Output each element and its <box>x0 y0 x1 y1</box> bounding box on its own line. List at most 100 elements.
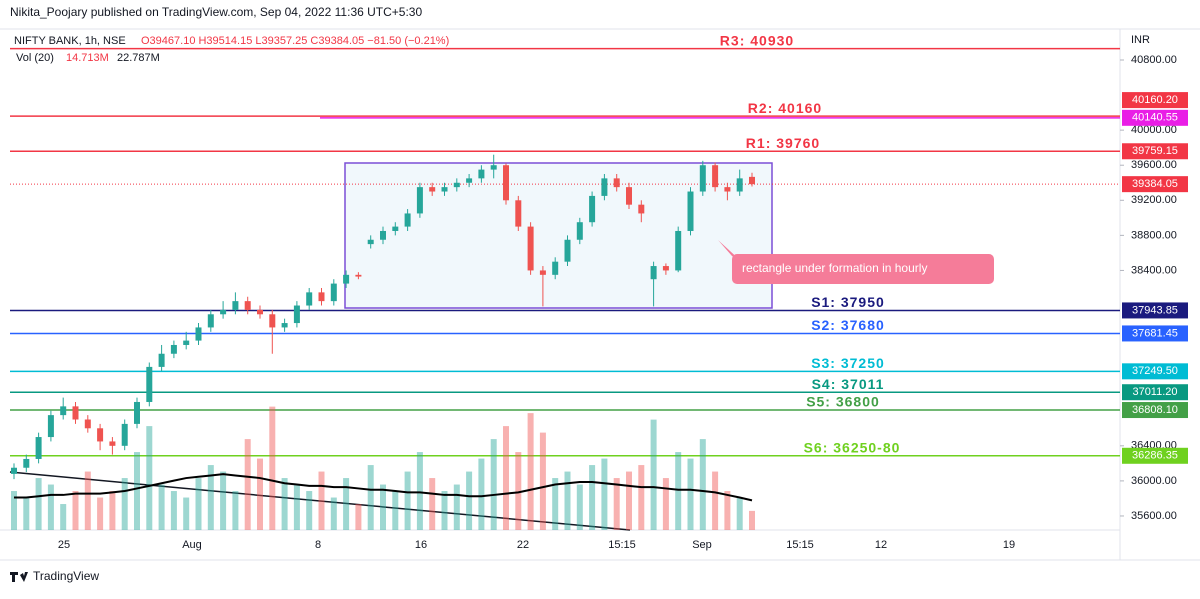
volume-bar <box>367 465 374 530</box>
level-label: S2: 37680 <box>811 317 885 333</box>
volume-bar <box>72 491 79 530</box>
volume-bar <box>638 465 645 530</box>
candle-body <box>503 165 509 201</box>
level-label: S3: 37250 <box>811 355 885 371</box>
price-tag: 40160.20 <box>1122 92 1188 109</box>
candle-body <box>638 204 645 214</box>
volume-bar <box>429 478 436 530</box>
candle-body <box>23 458 30 468</box>
price-tag-bg <box>1122 143 1188 160</box>
callout-text: rectangle under formation in hourly <box>742 261 927 275</box>
symbol: NIFTY BANK, 1h, NSE <box>14 35 126 47</box>
y-tick-label: 40000.00 <box>1131 124 1177 136</box>
level-label: S4: 37011 <box>812 376 885 392</box>
candle-body <box>564 239 571 262</box>
x-tick-label: Sep <box>692 539 712 551</box>
price-tag: 36286.35 <box>1122 447 1188 464</box>
volume-bar <box>84 471 91 530</box>
volume-bar <box>576 484 583 530</box>
level-label: S6: 36250-80 <box>804 439 901 455</box>
x-tick-label: 8 <box>315 539 321 551</box>
volume-bar <box>244 439 251 530</box>
volume-bar <box>601 458 608 530</box>
price-tag: 39759.15 <box>1122 143 1188 160</box>
candle-body <box>306 292 313 306</box>
price-tag-bg <box>1122 302 1188 319</box>
volume-bar <box>589 465 596 530</box>
candle-body <box>257 309 263 315</box>
candle-body <box>367 239 374 245</box>
candle-body <box>183 340 190 345</box>
price-tag-bg <box>1122 447 1188 464</box>
price-tag-bg <box>1122 92 1188 109</box>
price-tag-bg <box>1122 109 1188 126</box>
price-tag-label: 37943.85 <box>1132 304 1178 316</box>
candle-body <box>11 467 17 474</box>
price-tag-label: 40160.20 <box>1132 94 1178 106</box>
candle-body <box>318 292 325 302</box>
candle-body <box>35 437 42 459</box>
volume-bar <box>749 510 755 530</box>
candle-body <box>293 305 300 324</box>
level-label: R3: 40930 <box>720 32 794 48</box>
volume-bar <box>736 497 743 530</box>
candle-body <box>724 187 731 192</box>
ohlc: O39467.10 H39514.15 L39357.25 C39384.05 … <box>141 35 449 47</box>
y-tick-label: 39200.00 <box>1131 194 1177 206</box>
price-tag-label: 39759.15 <box>1132 145 1178 157</box>
price-tag-label: 36286.35 <box>1132 450 1178 462</box>
volume-bar <box>613 478 620 530</box>
candle-body <box>650 266 657 280</box>
vol-name: Vol (20) <box>16 52 54 64</box>
candle-body <box>478 169 485 179</box>
candle-body <box>97 428 104 442</box>
volume-bar <box>232 491 239 530</box>
candle-body <box>355 274 362 277</box>
price-tag-label: 37249.50 <box>1132 365 1178 377</box>
price-tag-bg <box>1122 384 1188 401</box>
price-tag: 37681.45 <box>1122 325 1188 342</box>
volume-bar <box>662 478 669 530</box>
volume-bar <box>724 491 731 530</box>
price-tag: 37249.50 <box>1122 363 1188 380</box>
candle-body <box>330 283 337 302</box>
volume-bar <box>269 406 276 530</box>
volume-bar <box>404 471 411 530</box>
x-tick-label: 22 <box>517 539 529 551</box>
volume-bar <box>503 426 509 530</box>
volume-bar <box>712 471 719 530</box>
candle-body <box>515 200 522 227</box>
published-by: Nikita_Poojary published on TradingView.… <box>10 5 422 19</box>
candle-body <box>232 301 239 310</box>
vol-value: 14.713M <box>66 52 109 64</box>
volume-bar <box>158 484 165 530</box>
vol-ma-value: 22.787M <box>117 52 160 64</box>
candle-body <box>121 423 128 446</box>
x-tick-label: 15:15 <box>786 539 814 551</box>
x-tick-label: 19 <box>1003 539 1015 551</box>
rectangle-drawing <box>344 162 773 309</box>
candle-body <box>195 327 202 341</box>
volume-bar <box>687 458 694 530</box>
candle-body <box>207 314 214 328</box>
candle-body <box>527 226 534 271</box>
price-tag-label: 40140.55 <box>1132 112 1178 124</box>
y-tick-label: 35600.00 <box>1131 510 1177 522</box>
volume-bar <box>650 419 657 530</box>
volume-bar <box>47 484 54 530</box>
volume-bar <box>626 471 632 530</box>
candle-body <box>712 165 719 188</box>
x-tick-label: Aug <box>182 539 202 551</box>
price-tag-bg <box>1122 325 1188 342</box>
volume-ma <box>14 473 753 502</box>
volume-bar <box>466 471 473 530</box>
y-tick-label: 38800.00 <box>1131 229 1177 241</box>
volume-bar <box>183 497 190 530</box>
candle-body <box>416 187 423 214</box>
candle-body <box>552 261 559 275</box>
candle-body <box>453 182 460 188</box>
candle-body <box>281 323 288 328</box>
candle-body <box>699 165 706 192</box>
candle-body <box>170 344 177 354</box>
volume-bar <box>35 478 42 530</box>
